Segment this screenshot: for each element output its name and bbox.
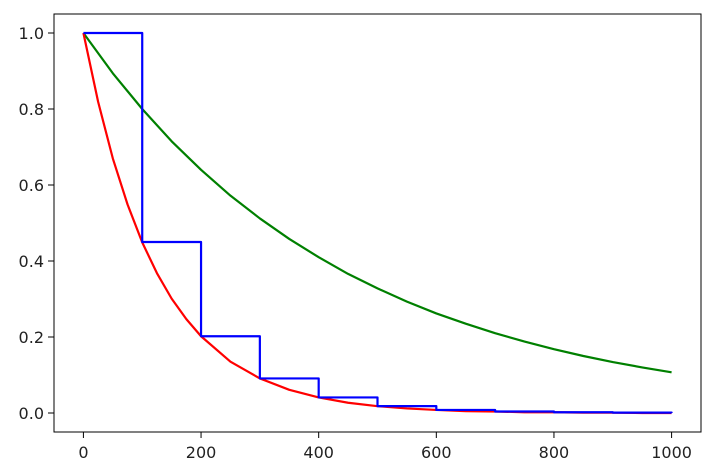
y-tick-label: 0.8	[19, 100, 44, 119]
y-tick-label: 0.0	[19, 404, 44, 423]
x-tick-label: 1000	[651, 443, 692, 462]
x-tick-label: 800	[539, 443, 570, 462]
y-tick-label: 0.2	[19, 328, 44, 347]
series-line-2	[83, 31, 673, 414]
series-layer	[82, 31, 673, 415]
plot-area	[54, 14, 701, 432]
x-tick-label: 200	[186, 443, 217, 462]
x-axis: 0 200 400 600 800 1000	[78, 432, 692, 462]
y-tick-label: 1.0	[19, 24, 44, 43]
x-tick-label: 400	[303, 443, 334, 462]
y-tick-label: 0.6	[19, 176, 44, 195]
series-line-0	[82, 32, 672, 374]
y-axis: 0.0 0.2 0.4 0.6 0.8 1.0	[19, 24, 54, 423]
x-tick-label: 0	[78, 443, 88, 462]
x-tick-label: 600	[421, 443, 452, 462]
plot-frame	[53, 13, 702, 433]
y-tick-label: 0.4	[19, 252, 44, 271]
